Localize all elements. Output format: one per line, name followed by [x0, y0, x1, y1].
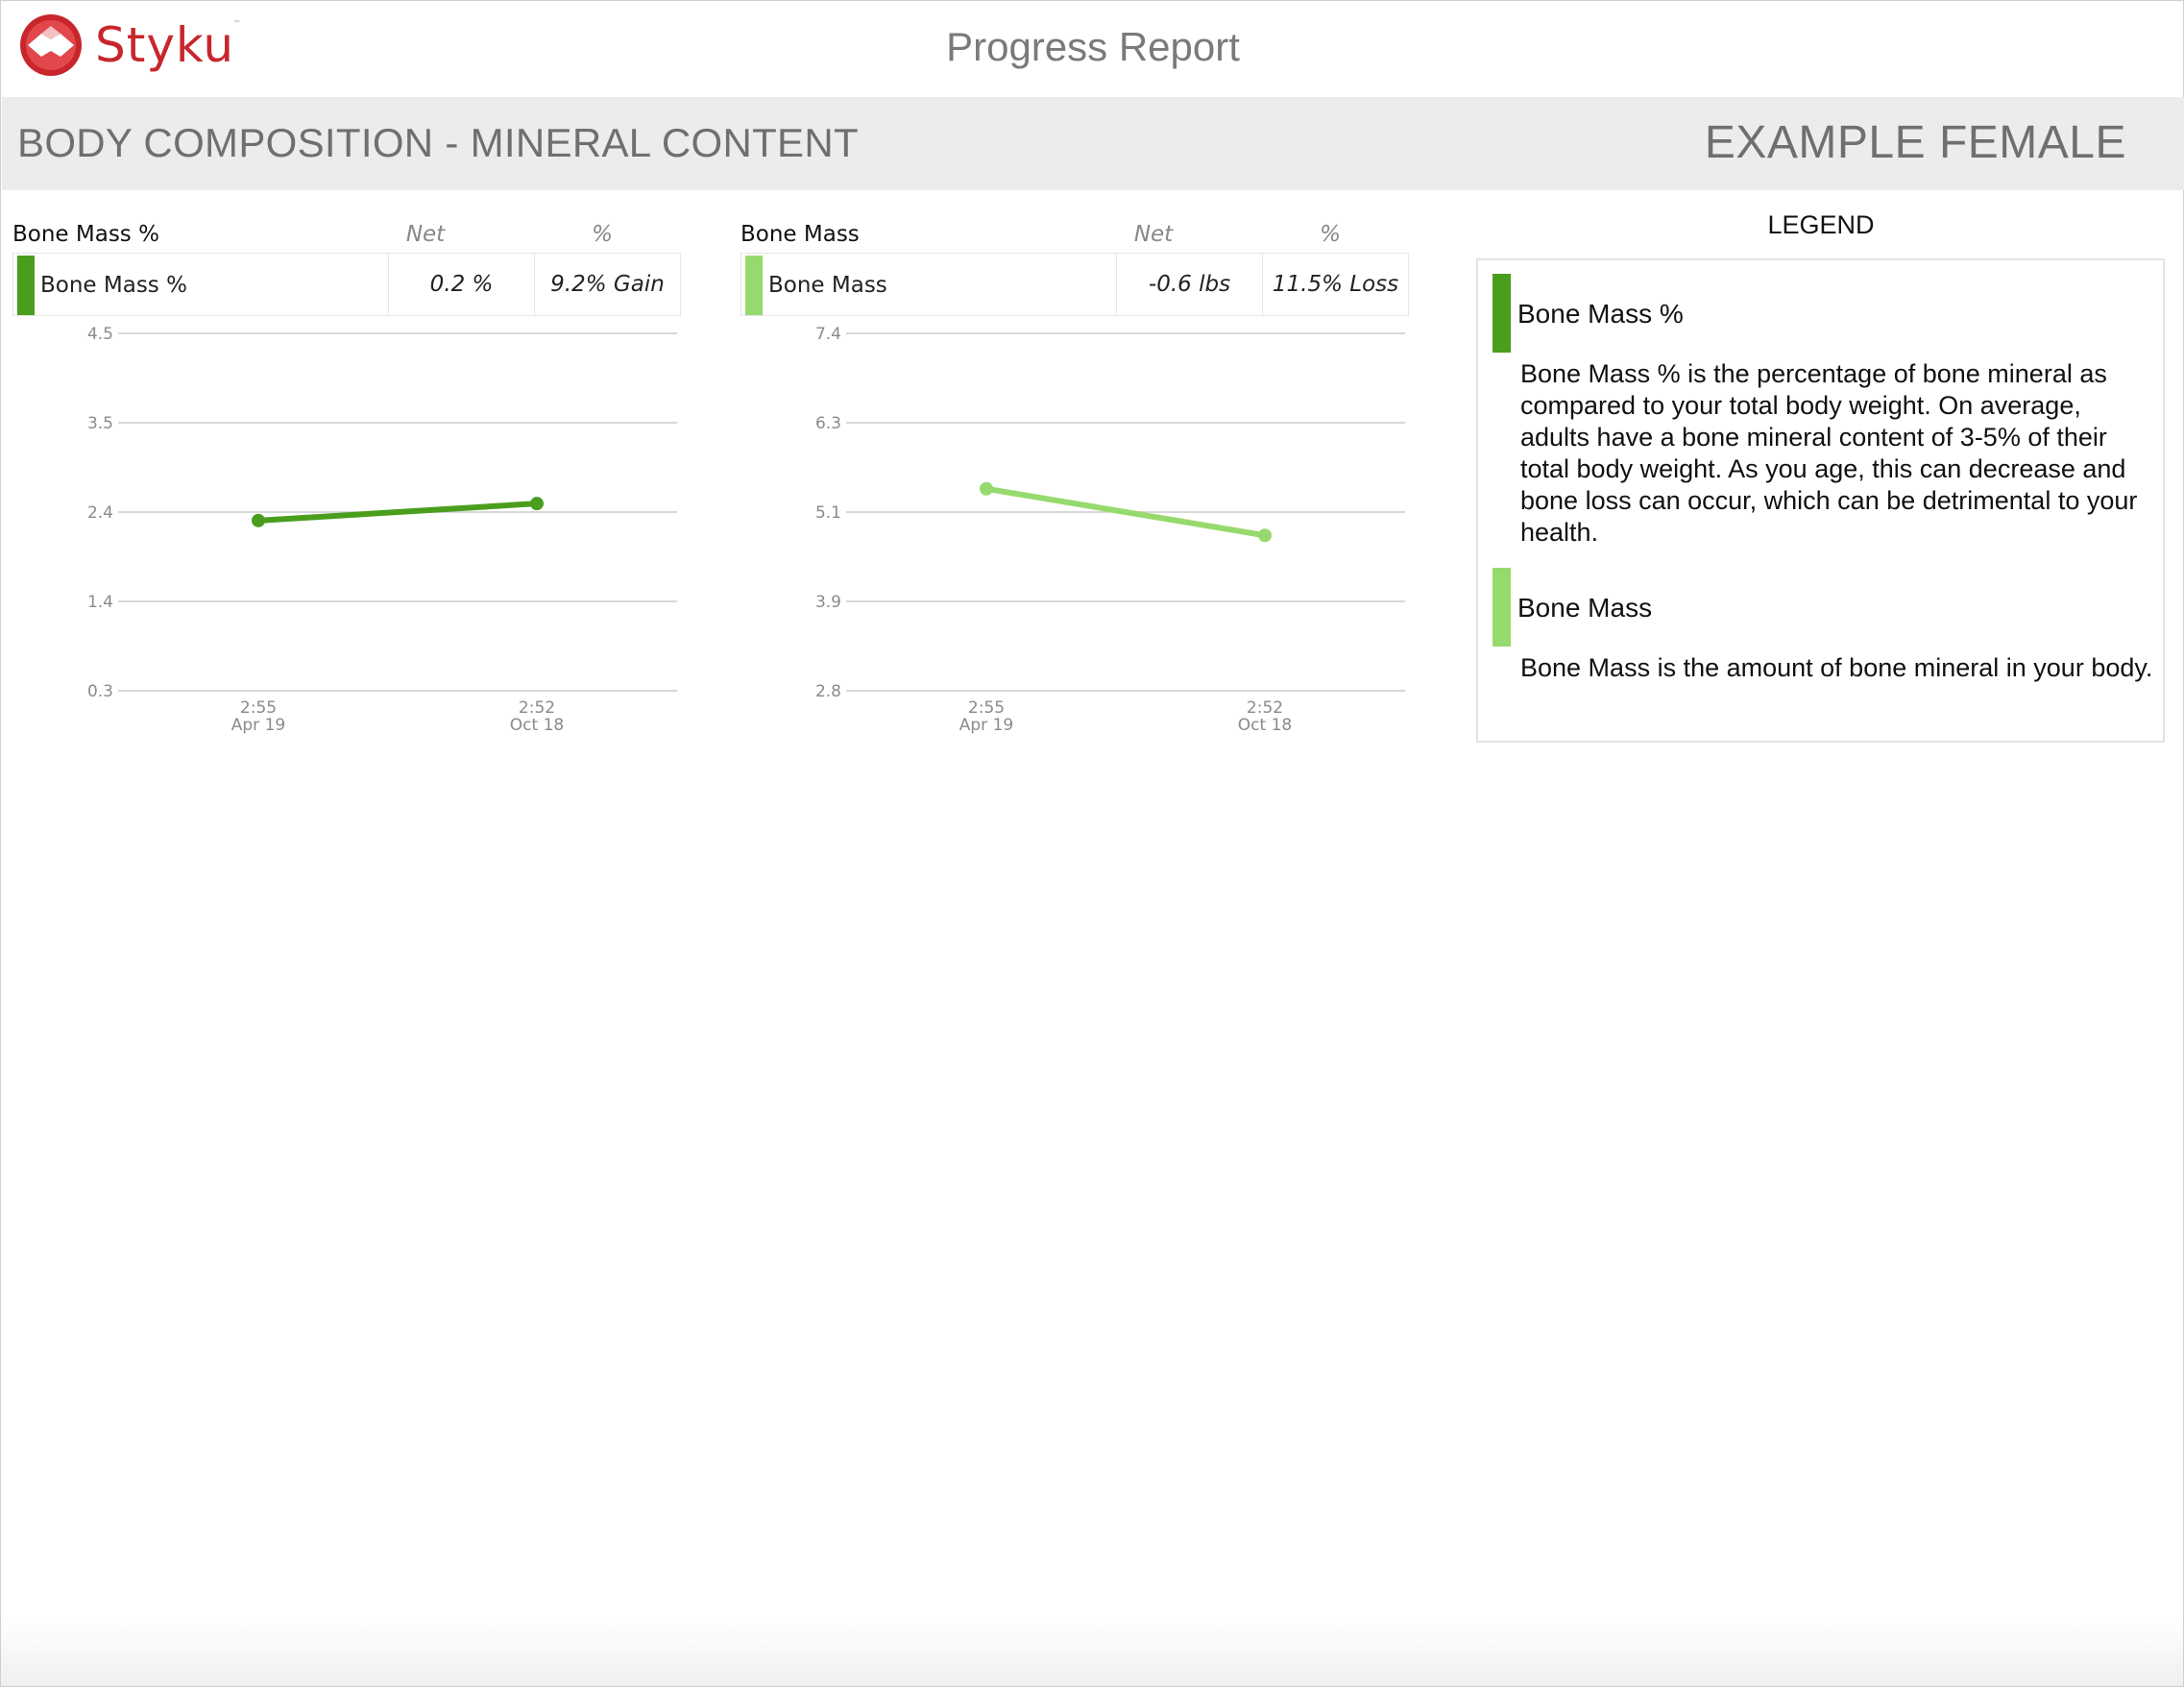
panel-header: Bone Mass % Net % — [12, 218, 685, 251]
person-name: EXAMPLE FEMALE — [1704, 117, 2126, 168]
y-tick-label: 3.9 — [815, 593, 841, 612]
x-tick-time: 2:52 — [1247, 698, 1283, 718]
y-tick-label: 4.5 — [87, 325, 113, 344]
x-tick-date: Apr 19 — [959, 716, 1013, 735]
panel-title: Bone Mass — [740, 222, 860, 247]
metric-row: Bone Mass % 0.2 % 9.2% Gain — [12, 253, 681, 316]
data-point — [1258, 528, 1272, 543]
report-title: Progress Report — [946, 24, 1240, 69]
y-tick-label: 2.4 — [87, 503, 113, 523]
x-tick-time: 2:52 — [519, 698, 555, 718]
metric-label: Bone Mass % — [40, 273, 187, 298]
section-title: BODY COMPOSITION - MINERAL CONTENT — [17, 120, 859, 165]
data-point — [980, 481, 993, 496]
legend-item-description: Bone Mass % is the percentage of bone mi… — [1520, 359, 2138, 547]
net-value: -0.6 lbs — [1116, 254, 1262, 315]
y-tick-label: 1.4 — [87, 593, 113, 612]
y-tick-label: 3.5 — [87, 414, 113, 433]
series-line — [255, 501, 540, 524]
data-point — [252, 513, 265, 527]
styku-logo-icon — [20, 14, 82, 76]
x-tick-date: Oct 18 — [510, 716, 564, 735]
logo-wordmark: Styku ™ — [95, 17, 243, 73]
y-tick-label: 7.4 — [815, 325, 841, 344]
styku-logo: Styku ™ — [18, 11, 243, 80]
panel-title: Bone Mass % — [12, 222, 159, 247]
x-tick-date: Oct 18 — [1238, 716, 1292, 735]
y-tick-label: 0.3 — [87, 682, 113, 701]
legend-item-name: Bone Mass % — [1517, 299, 1684, 329]
y-tick-label: 5.1 — [815, 503, 841, 523]
series-swatch — [745, 256, 763, 315]
legend-swatch-bone-mass — [1492, 568, 1511, 647]
x-tick-time: 2:55 — [968, 698, 1005, 718]
data-point — [530, 497, 544, 511]
legend-swatch-bone-mass-pct — [1492, 274, 1511, 353]
panel-header: Bone Mass Net % — [740, 218, 1413, 251]
legend-item-name: Bone Mass — [1517, 593, 1653, 623]
series-swatch — [17, 256, 35, 315]
metric-label: Bone Mass — [768, 273, 887, 298]
percent-column-header: % — [1320, 222, 1341, 247]
legend-item-description: Bone Mass is the amount of bone mineral … — [1520, 653, 2153, 682]
net-column-header: Net — [1133, 222, 1174, 247]
legend-box: Bone Mass % Bone Mass % is the percentag… — [1476, 258, 2165, 743]
series-line — [983, 485, 1268, 539]
metric-row: Bone Mass -0.6 lbs 11.5% Loss — [740, 253, 1409, 316]
page-bottom-fade — [1, 1619, 2183, 1686]
net-column-header: Net — [405, 222, 446, 247]
bone-mass-panel: Bone Mass Net % Bone Mass -0.6 lbs 11.5%… — [740, 214, 1413, 906]
percent-change-value: 9.2% Gain — [534, 254, 680, 315]
percent-column-header: % — [592, 222, 613, 247]
x-tick-time: 2:55 — [240, 698, 277, 718]
y-tick-label: 2.8 — [815, 682, 841, 701]
bone-mass-pct-panel: Bone Mass % Net % Bone Mass % 0.2 % 9.2%… — [12, 214, 685, 906]
legend-title: LEGEND — [1767, 210, 1875, 239]
y-tick-label: 6.3 — [815, 414, 841, 433]
net-value: 0.2 % — [388, 254, 534, 315]
percent-change-value: 11.5% Loss — [1262, 254, 1408, 315]
x-tick-date: Apr 19 — [231, 716, 285, 735]
section-header: BODY COMPOSITION - MINERAL CONTENT EXAMP… — [2, 97, 2184, 190]
